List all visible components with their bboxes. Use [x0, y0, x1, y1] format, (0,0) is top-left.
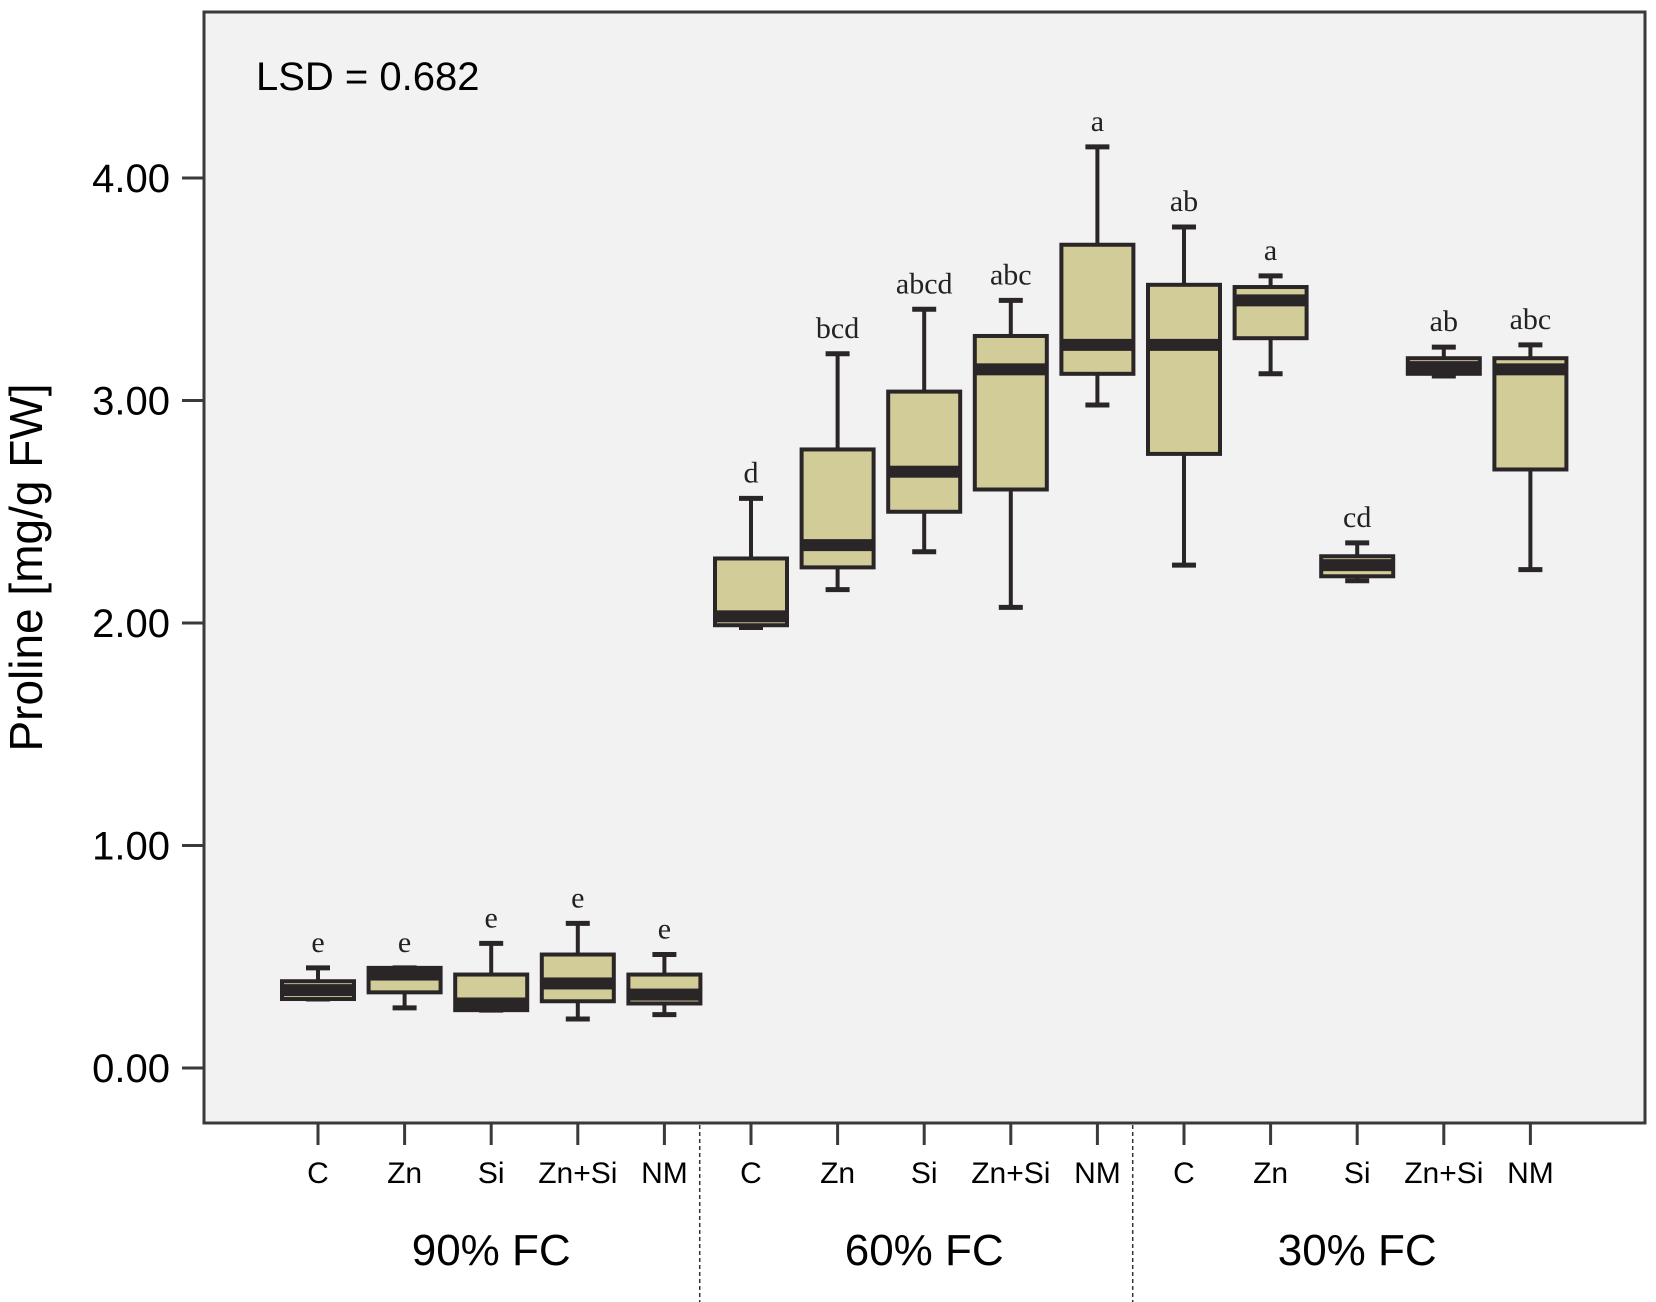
median-line	[455, 997, 528, 1010]
significance-letter: bcd	[816, 312, 859, 345]
x-tick-label: C	[740, 1157, 762, 1190]
box-30FC-NM: abc	[1492, 303, 1569, 573]
median-line	[974, 363, 1047, 376]
significance-letter: ab	[1430, 305, 1458, 338]
box-30FC-C: ab	[1146, 185, 1222, 568]
x-tick-label: Zn+Si	[971, 1157, 1050, 1190]
significance-letter: ab	[1170, 185, 1198, 218]
x-tick-label: Zn	[387, 1157, 422, 1190]
median-line	[1061, 338, 1134, 351]
median-line	[715, 610, 787, 623]
significance-letter: e	[311, 926, 324, 959]
x-tick-label: Si	[478, 1157, 505, 1190]
significance-letter: abcd	[896, 267, 953, 300]
box-90FC-NM: e	[626, 913, 703, 1018]
box-90FC-Zn: e	[366, 926, 443, 1011]
box-60FC-Zn: bcd	[799, 312, 876, 593]
x-tick-label: NM	[1507, 1157, 1554, 1190]
box-60FC-NM: a	[1059, 105, 1136, 408]
x-tick-label: Zn	[820, 1157, 855, 1190]
x-tick-label: Zn	[1253, 1157, 1288, 1190]
box-90FC-Zn-Si: e	[539, 881, 616, 1022]
significance-letter: e	[658, 913, 671, 946]
box-90FC-C: e	[280, 926, 356, 1002]
median-line	[368, 968, 441, 981]
significance-letter: a	[1264, 234, 1277, 267]
group-label: 60% FC	[845, 1226, 1004, 1275]
y-axis: 0.00 1.00 2.00 3.00 4.00	[92, 157, 204, 1091]
x-tick-label: Zn+Si	[1404, 1157, 1483, 1190]
significance-letter: abc	[990, 258, 1032, 291]
box-30FC-Si: cd	[1319, 501, 1396, 584]
box-60FC-Zn-Si: abc	[972, 258, 1049, 610]
y-tick-label: 0.00	[92, 1047, 170, 1091]
iqr-box	[886, 389, 963, 514]
median-line	[1407, 361, 1480, 374]
significance-letter: cd	[1343, 501, 1371, 534]
y-tick-label: 3.00	[92, 380, 170, 424]
median-line	[1494, 363, 1567, 376]
median-line	[1148, 338, 1220, 351]
median-line	[801, 539, 874, 552]
iqr-box	[972, 333, 1049, 492]
x-tick-label: NM	[641, 1157, 688, 1190]
plot-area	[202, 10, 1647, 1125]
box-60FC-Si: abcd	[886, 267, 963, 555]
lsd-annotation: LSD = 0.682	[256, 55, 480, 99]
median-line	[628, 988, 701, 1001]
x-tick-label: NM	[1074, 1157, 1121, 1190]
x-tick-label: Si	[1344, 1157, 1371, 1190]
group-label: 90% FC	[412, 1226, 571, 1275]
iqr-box	[1146, 282, 1222, 456]
y-axis-label: Proline [mg/g FW]	[0, 383, 52, 751]
x-tick-label: Si	[911, 1157, 938, 1190]
significance-letter: d	[744, 456, 759, 489]
box-30FC-Zn: a	[1232, 234, 1309, 377]
iqr-box	[1492, 356, 1569, 472]
significance-letter: e	[571, 881, 584, 914]
median-line	[1321, 559, 1394, 572]
y-tick-label: 1.00	[92, 825, 170, 869]
box-60FC-C: d	[713, 456, 789, 630]
iqr-box	[1059, 242, 1136, 376]
x-tick-label: Zn+Si	[538, 1157, 617, 1190]
x-tick-label: C	[307, 1157, 329, 1190]
y-tick-label: 4.00	[92, 157, 170, 201]
box-30FC-Zn-Si: ab	[1405, 305, 1482, 379]
median-line	[888, 465, 961, 478]
significance-letter: a	[1091, 105, 1104, 138]
significance-letter: e	[398, 926, 411, 959]
group-label: 30% FC	[1278, 1226, 1437, 1275]
boxes: e e e e e d bcd abcd abc a ab a cd ab abc	[280, 105, 1569, 1022]
x-axis: C Zn Si Zn+Si NM 90% FC C Zn Si Zn+Si NM 60% FC C Zn S…	[307, 1123, 1554, 1302]
median-line	[541, 977, 614, 990]
median-line	[282, 984, 354, 997]
median-line	[1234, 294, 1307, 307]
significance-letter: abc	[1510, 303, 1552, 336]
significance-letter: e	[485, 901, 498, 934]
box-90FC-Si: e	[453, 901, 530, 1013]
x-tick-label: C	[1173, 1157, 1195, 1190]
y-tick-label: 2.00	[92, 602, 170, 646]
